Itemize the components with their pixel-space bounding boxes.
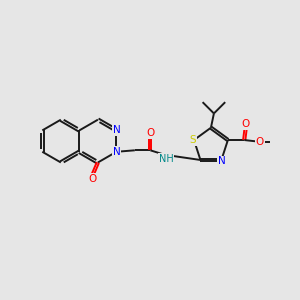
Text: NH: NH (159, 154, 173, 164)
Text: O: O (146, 128, 154, 138)
Text: N: N (112, 125, 120, 135)
Text: O: O (88, 174, 97, 184)
Text: N: N (112, 147, 120, 157)
Text: S: S (189, 135, 196, 145)
Text: N: N (218, 157, 225, 166)
Text: O: O (242, 119, 250, 129)
Text: O: O (256, 136, 264, 146)
